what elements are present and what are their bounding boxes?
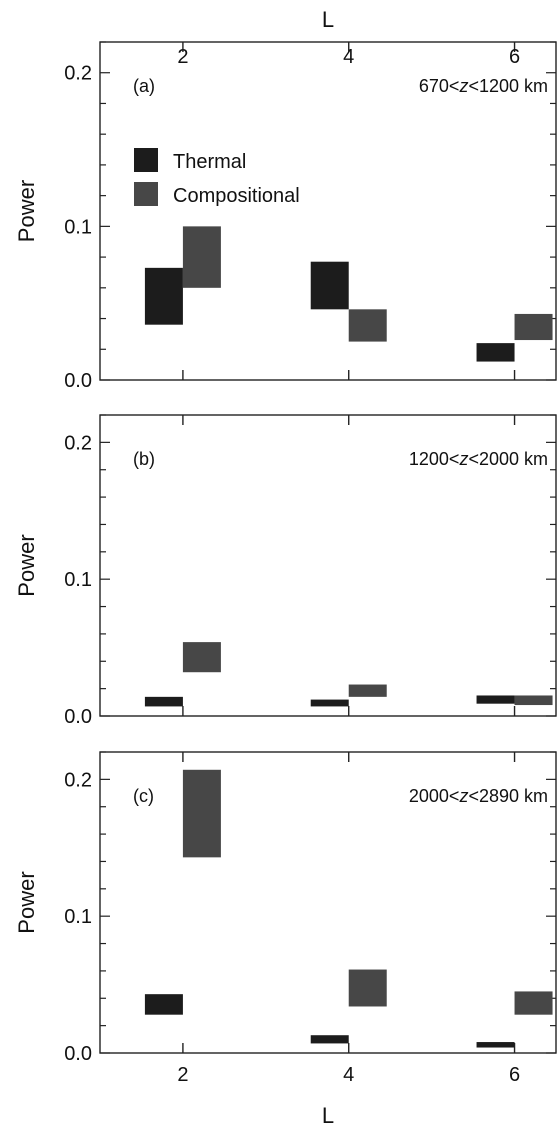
legend-label-thermal: Thermal (173, 151, 246, 173)
y-axis-label: Power (14, 180, 39, 242)
y-tick-label: 0.0 (64, 706, 92, 728)
thermal-bar (476, 343, 515, 362)
y-tick-label: 0.2 (64, 769, 92, 791)
compositional-bar (182, 642, 221, 673)
y-tick-label: 0.0 (64, 370, 92, 392)
y-tick-label: 0.1 (64, 906, 92, 928)
y-tick-label: 0.2 (64, 432, 92, 454)
thermal-bar (310, 699, 349, 707)
compositional-bar (514, 695, 553, 706)
compositional-bar (182, 769, 221, 858)
thermal-bar (144, 267, 183, 325)
thermal-bar (476, 1042, 515, 1048)
thermal-bar (476, 695, 515, 704)
y-axis-label: Power (14, 871, 39, 933)
depth-range-label: 2000<z<2890 km (409, 786, 548, 806)
top-x-tick-label: 2 (177, 46, 188, 68)
depth-range-label: 670<z<1200 km (419, 76, 548, 96)
depth-range-label: 1200<z<2000 km (409, 449, 548, 469)
y-tick-label: 0.1 (64, 569, 92, 591)
top-axis-label: L (322, 7, 334, 32)
bottom-axis-label: L (322, 1103, 334, 1128)
legend-swatch-compositional (134, 182, 158, 206)
chart-panels: 0.0 0.1 0.2 Power (a) 670<z<1200 km 2 4 6 Thermal… (14, 41, 557, 1086)
y-tick-label: 0.1 (64, 216, 92, 238)
thermal-bar (144, 696, 183, 707)
compositional-bar (348, 969, 387, 1007)
compositional-bar (514, 313, 553, 341)
legend-label-compositional: Compositional (173, 185, 300, 207)
panel-2: 0.0 0.1 0.2 Power (b) 1200<z<2000 km (14, 414, 557, 728)
plot-frame (99, 751, 557, 1054)
panel-label: (b) (133, 449, 155, 469)
thermal-bar (144, 994, 183, 1015)
panel-label: (c) (133, 786, 154, 806)
bottom-x-tick-label: 4 (343, 1064, 354, 1086)
y-tick-label: 0.2 (64, 63, 92, 85)
bottom-x-tick-label: 2 (177, 1064, 188, 1086)
compositional-bar (348, 684, 387, 697)
y-axis-label: Power (14, 534, 39, 596)
panel-label: (a) (133, 76, 155, 96)
legend-swatch-thermal (134, 148, 158, 172)
bottom-x-tick-label: 6 (509, 1064, 520, 1086)
thermal-bar (310, 1035, 349, 1044)
panel-1: 0.0 0.1 0.2 Power (a) 670<z<1200 km 2 4 6 Thermal… (14, 41, 557, 392)
plot-frame (99, 414, 557, 717)
panel-3: 0.0 0.1 0.2 Power (c) 2000<z<2890 km 2 4 6 (14, 751, 557, 1086)
compositional-bar (514, 991, 553, 1015)
plot-frame (99, 41, 557, 381)
compositional-bar (348, 309, 387, 342)
compositional-bar (182, 226, 221, 288)
top-x-tick-label: 4 (343, 46, 354, 68)
top-x-tick-label: 6 (509, 46, 520, 68)
thermal-bar (310, 261, 349, 310)
y-tick-label: 0.0 (64, 1043, 92, 1065)
